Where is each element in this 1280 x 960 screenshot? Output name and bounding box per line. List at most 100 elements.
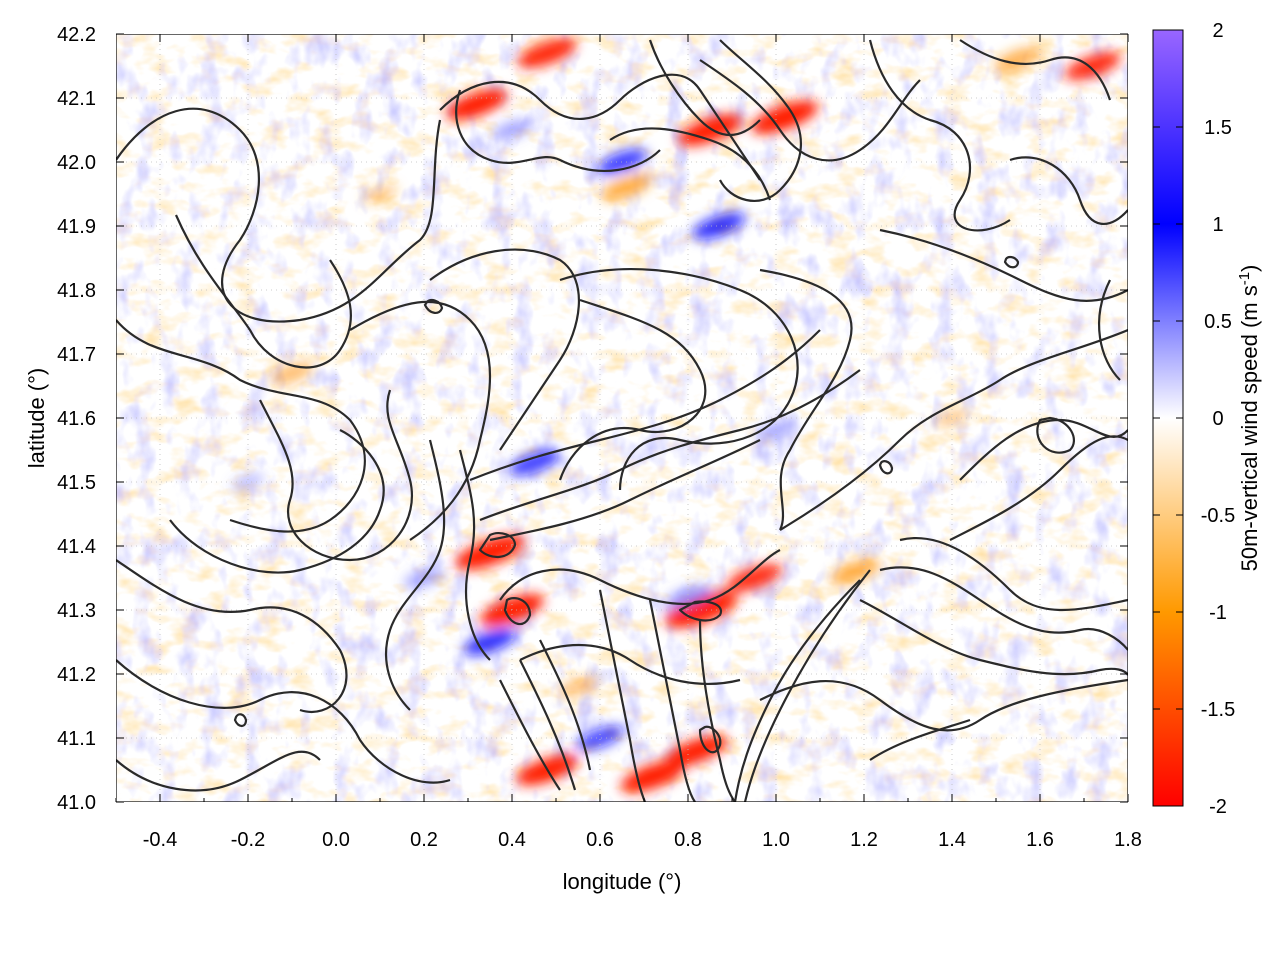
contour-line: [1009, 156, 1128, 226]
contour-line: [429, 248, 580, 451]
x-tick-label: -0.4: [143, 829, 177, 851]
contour-line: [598, 589, 647, 802]
y-tick-label: 41.9: [57, 216, 96, 238]
contour-line: [859, 599, 1128, 676]
contour-line: [423, 298, 444, 314]
colorbar-label-close: ): [1237, 265, 1262, 272]
contour-line: [1036, 416, 1075, 454]
contour-line: [879, 566, 1128, 651]
wind-feature: [829, 558, 881, 585]
contour-line: [519, 659, 577, 791]
y-tick-label: 41.5: [57, 472, 96, 494]
x-tick-label: 1.4: [938, 829, 966, 851]
colorbar-tick-label: 0.5: [1204, 311, 1232, 333]
x-tick-labels: -0.4 -0.2 0.0 0.2 0.4 0.6 0.8 1.0 1.2 1.4 1.6 1.8: [143, 829, 1142, 851]
wind-feature: [508, 449, 560, 476]
colorbar-tick-label: 0: [1212, 408, 1223, 430]
y-tick-label: 41.4: [57, 536, 96, 558]
y-tick-label: 42.2: [57, 24, 96, 46]
wind-feature: [1064, 51, 1121, 81]
wind-feature: [575, 725, 625, 751]
contour-line: [1003, 255, 1020, 269]
contour-line: [558, 298, 707, 481]
contour-line: [879, 228, 1128, 302]
contour-line: [116, 750, 321, 792]
x-tick-label: 0.6: [586, 829, 614, 851]
contour-line: [499, 679, 561, 791]
contour-line: [233, 713, 248, 728]
contour-line: [116, 319, 366, 533]
y-tick-label: 41.3: [57, 600, 96, 622]
contour-line: [759, 268, 853, 531]
contour-line: [609, 127, 772, 201]
y-axis-label: latitude (°): [24, 368, 49, 469]
contour-line: [385, 439, 446, 711]
wind-feature: [463, 628, 517, 656]
colorbar-tick-label: 2: [1212, 20, 1223, 42]
x-tick-label: 0.8: [674, 829, 702, 851]
y-tick-label: 41.6: [57, 408, 96, 430]
colorbar: 2 1.5 1 0.5 0 -0.5 -1 -1.5 -2 50m-vertical wind …: [1152, 20, 1262, 818]
wind-feature: [455, 535, 525, 570]
contour-line: [899, 537, 1128, 612]
x-tick-label: 0.2: [410, 829, 438, 851]
y-tick-label: 41.7: [57, 344, 96, 366]
y-tick-label: 42.0: [57, 152, 96, 174]
y-tick-label: 41.0: [57, 792, 96, 814]
y-tick-label: 41.1: [57, 728, 96, 750]
contour-line: [559, 268, 799, 491]
colorbar-tick-label: -2: [1209, 796, 1227, 818]
colorbar-tick-label: 1.5: [1204, 117, 1232, 139]
contour-line: [698, 725, 722, 754]
wind-feature: [725, 563, 783, 593]
contour-line: [539, 639, 592, 771]
x-tick-label: -0.2: [231, 829, 265, 851]
wind-feature: [557, 676, 599, 698]
contour-line: [678, 600, 723, 622]
contour-line: [1098, 279, 1121, 381]
x-tick-label: 1.8: [1114, 829, 1142, 851]
wind-feature: [993, 47, 1043, 72]
y-tick-label: 41.8: [57, 280, 96, 302]
wind-feature: [362, 184, 398, 204]
contour-line: [349, 300, 492, 541]
contour-line: [959, 39, 1112, 101]
contour-line: [743, 569, 871, 802]
contour-line: [868, 39, 1011, 232]
contour-line: [455, 89, 661, 172]
contour-line: [949, 435, 1128, 541]
contour-line: [733, 579, 861, 802]
contour-line: [116, 659, 451, 784]
wind-feature: [231, 473, 265, 491]
contour-line: [699, 59, 921, 162]
y-tick-label: 41.2: [57, 664, 96, 686]
contour-line: [174, 214, 352, 369]
plot-area: [116, 34, 1128, 802]
wind-feature: [446, 88, 508, 120]
y-tick-labels: 41.0 41.1 41.2 41.3 41.4 41.5 41.6 41.7 41.8 41.9…: [57, 24, 96, 814]
terrain-contours: [116, 39, 1128, 802]
contour-line: [648, 39, 761, 136]
contour-line: [116, 559, 348, 713]
wind-feature: [751, 100, 819, 134]
axes: [115, 33, 1129, 803]
contour-line: [869, 718, 971, 761]
contour-line: [439, 73, 761, 181]
contour-line: [719, 39, 802, 202]
contour-line: [499, 549, 781, 606]
colorbar-tick-label: -0.5: [1201, 505, 1235, 527]
x-tick-label: 1.2: [850, 829, 878, 851]
wind-feature: [620, 760, 685, 793]
x-tick-label: 1.6: [1026, 829, 1054, 851]
contour-line: [878, 460, 894, 475]
x-tick-label: 0.4: [498, 829, 526, 851]
x-tick-label: 0.0: [322, 829, 350, 851]
wind-features: [231, 38, 1121, 793]
y-tick-label: 42.1: [57, 88, 96, 110]
contour-line: [458, 449, 491, 661]
contour-line: [479, 369, 861, 522]
colorbar-ticks: 2 1.5 1 0.5 0 -0.5 -1 -1.5 -2: [1153, 20, 1235, 818]
x-axis-label: longitude (°): [563, 869, 682, 894]
contour-line: [169, 429, 385, 574]
